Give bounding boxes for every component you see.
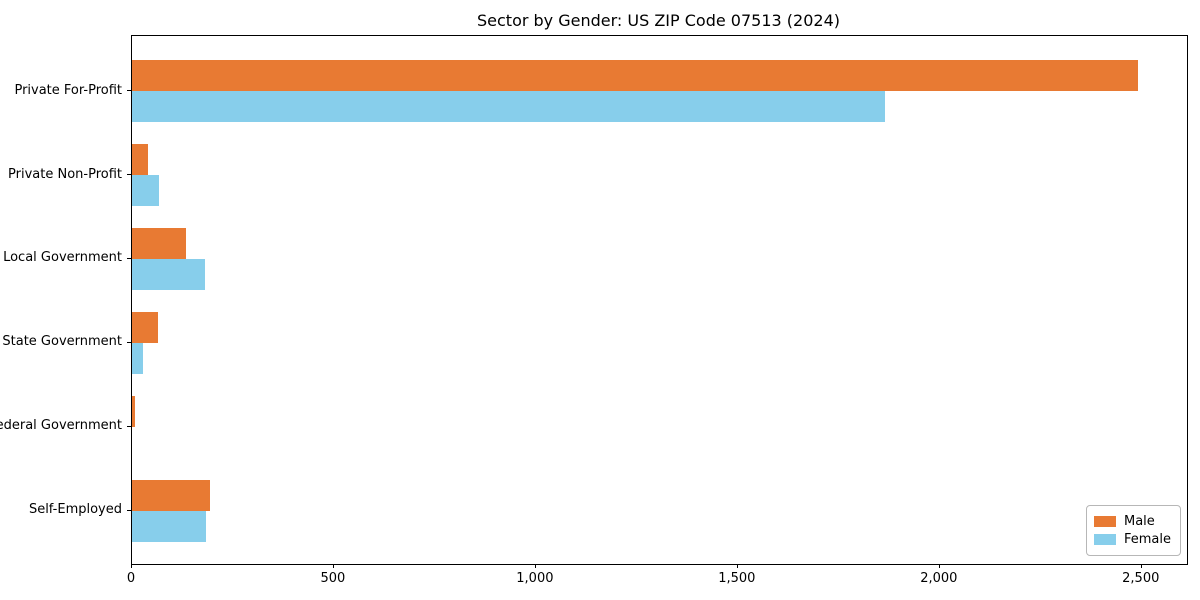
- ytick-label-self-employed: Self-Employed: [28, 502, 122, 517]
- bar-female-private-for-profit: [132, 91, 886, 123]
- xtick-mark: [534, 564, 536, 568]
- bar-male-federal-government: [132, 395, 136, 427]
- bar-female-state-government: [132, 342, 144, 374]
- bar-female-private-non-profit: [132, 175, 160, 207]
- xtick-mark: [736, 564, 738, 568]
- ytick-mark: [127, 257, 131, 259]
- legend-swatch-female: [1093, 534, 1116, 545]
- xtick-label-0: 0: [126, 571, 136, 586]
- ytick-mark: [127, 425, 131, 427]
- ytick-label-local-government: Local Government: [3, 250, 122, 266]
- bar-male-private-for-profit: [132, 60, 1138, 92]
- ytick-label-state-government: State Government: [2, 334, 122, 350]
- ytick-label-federal-government: Federal Government: [0, 418, 122, 434]
- bar-female-local-government: [132, 258, 206, 290]
- bar-male-private-non-profit: [132, 144, 149, 176]
- xtick-label-500: 500: [320, 571, 346, 586]
- legend-item-female: Female: [1093, 532, 1171, 547]
- bar-female-self-employed: [132, 510, 206, 542]
- ytick-label-private-non-profit: Private Non-Profit: [8, 166, 122, 182]
- xtick-mark: [1140, 564, 1142, 568]
- xtick-mark: [332, 564, 334, 568]
- ytick-mark: [127, 90, 131, 92]
- bar-male-self-employed: [132, 479, 210, 511]
- legend-label-male: Male: [1123, 514, 1155, 529]
- ytick-mark: [127, 509, 131, 511]
- xtick-label-1-500: 1,500: [718, 571, 756, 586]
- xtick-mark: [131, 564, 132, 568]
- xtick-label-2-500: 2,500: [1122, 571, 1160, 586]
- xtick-label-1-000: 1,000: [516, 571, 554, 586]
- legend-item-male: Male: [1093, 514, 1171, 529]
- legend-swatch-male: [1093, 516, 1116, 527]
- legend-label-female: Female: [1123, 532, 1171, 547]
- xtick-label-2-000: 2,000: [920, 571, 958, 586]
- xtick-mark: [938, 564, 940, 568]
- plot-area: Male Female: [131, 35, 1188, 565]
- bar-male-local-government: [132, 227, 187, 259]
- legend: Male Female: [1085, 505, 1181, 556]
- ytick-label-private-for-profit: Private For-Profit: [14, 82, 122, 98]
- bar-male-state-government: [132, 311, 159, 343]
- chart-title: Sector by Gender: US ZIP Code 07513 (202…: [477, 11, 840, 30]
- ytick-mark: [127, 341, 131, 343]
- ytick-mark: [127, 174, 131, 176]
